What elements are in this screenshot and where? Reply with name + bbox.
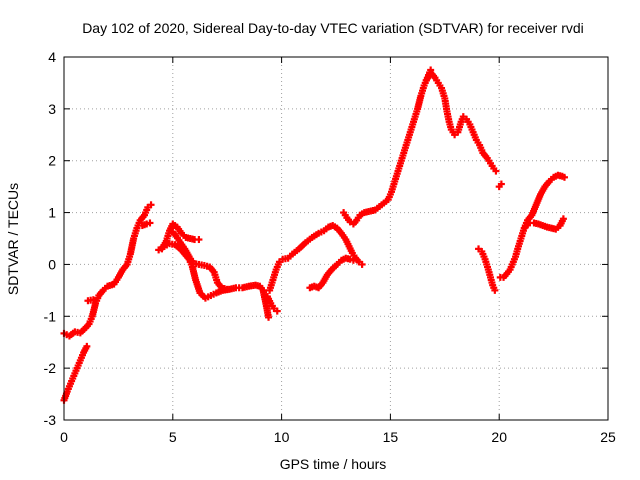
y-tick-label: 0 [48, 256, 56, 272]
data-point [559, 215, 567, 223]
data-point [147, 201, 155, 209]
data-point [358, 260, 366, 268]
data-points [60, 66, 568, 404]
data-point [223, 285, 231, 293]
y-tick-label: 3 [48, 101, 56, 117]
x-tick-label: 10 [274, 429, 290, 445]
x-tick-label: 25 [600, 429, 616, 445]
chart-title: Day 102 of 2020, Sidereal Day-to-day VTE… [82, 20, 584, 36]
data-point [146, 219, 154, 227]
y-axis-label: SDTVAR / TECUs [5, 183, 21, 295]
data-point [265, 313, 273, 321]
data-point [491, 286, 499, 294]
y-tick-label: 2 [48, 153, 56, 169]
y-tick-label: 1 [48, 205, 56, 221]
grid [64, 57, 608, 420]
plot-frame [63, 56, 609, 421]
y-tick-label: 4 [48, 49, 56, 65]
x-tick-label: 20 [491, 429, 507, 445]
data-point [497, 180, 505, 188]
x-tick-label: 0 [60, 429, 68, 445]
data-point [349, 256, 357, 264]
data-point [83, 342, 91, 350]
data-point [195, 236, 203, 244]
x-tick-label: 5 [169, 429, 177, 445]
data-point [273, 307, 281, 315]
x-tick-label: 15 [383, 429, 399, 445]
data-point [492, 167, 500, 175]
data-point [89, 296, 97, 304]
y-tick-label: -1 [44, 308, 57, 324]
y-tick-label: -2 [44, 360, 57, 376]
y-tick-label: -3 [44, 412, 57, 428]
x-axis-label: GPS time / hours [280, 456, 387, 472]
data-point [560, 173, 568, 181]
